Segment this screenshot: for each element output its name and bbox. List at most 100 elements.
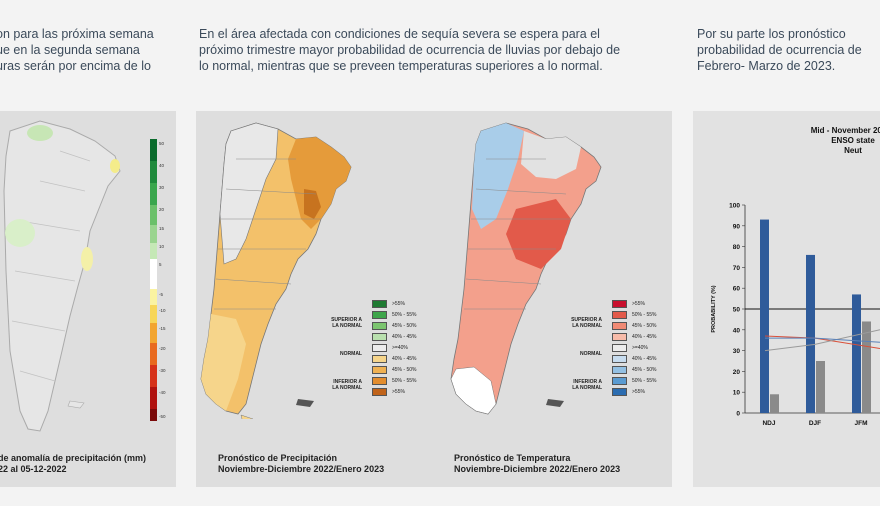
text-line: uras serán por encima de lo [0,59,151,73]
temp-caption: Pronóstico de Temperatura Noviembre-Dici… [454,453,620,475]
enso-title-line: Mid - November 2022 I [810,126,880,135]
scale-label: -5 [159,292,163,297]
precip-legend-group-normal: NORMAL [296,351,362,357]
caption-line: 22 al 05-12-2022 [0,464,67,474]
bar [862,321,871,413]
bar [816,361,825,413]
legend-swatch [612,311,627,319]
legend-swatch [612,388,627,396]
scale-label: 40 [159,163,165,168]
text-line: En el área afectada con condiciones de s… [199,27,600,41]
legend-label: 45% - 50% [392,367,417,373]
climatology-line [765,337,880,343]
enso-title: Mid - November 2022 I ENSO state Neut [753,126,880,156]
legend-swatch [372,322,387,330]
scale-label: 15 [159,226,165,231]
temp-legend-group-below: INFERIOR A LA NORMAL [536,379,602,391]
text-line: Febrero- Marzo de 2023. [697,59,836,73]
y-tick-label: 70 [733,265,741,272]
legend-swatch [612,344,627,352]
legend-group-line: SUPERIOR A [571,317,602,323]
legend-label: >=40% [632,345,648,351]
text-line: on para las próxima semana [0,27,154,41]
legend-label: 50% - 55% [392,378,417,384]
intro-text-right: Por su parte los pronóstico probabilidad… [697,26,880,74]
legend-group-line: SUPERIOR A [331,317,362,323]
y-tick-label: 10 [733,390,741,397]
legend-label: 45% - 50% [632,323,657,329]
y-tick-label: 0 [736,411,740,418]
scale-label: 30 [159,185,165,190]
scale-label: -10 [159,308,166,313]
y-axis-label: PROBABILITY (%) [711,285,717,332]
legend-swatch [612,377,627,385]
scale-label: 10 [159,244,165,249]
legend-label: 45% - 50% [632,367,657,373]
bar [852,294,861,413]
scale-label: 20 [159,207,165,212]
enso-title-line: ENSO state [831,136,875,145]
scale-label: -50 [159,414,166,419]
legend-swatch [372,366,387,374]
legend-label: 50% - 55% [392,312,417,318]
legend-label: >=40% [392,345,408,351]
caption-line: Noviembre-Diciembre 2022/Enero 2023 [454,464,621,474]
legend-label: 50% - 55% [632,312,657,318]
legend-swatch [612,333,627,341]
bar [806,254,815,413]
intro-text-center: En el área afectada con condiciones de s… [199,26,669,74]
y-tick-label: 80 [733,244,741,251]
precipitation-anomaly-panel: 50 40 30 20 15 10 5 -5 -10 -15 -20 -30 -40 -50 de ano… [0,111,176,487]
legend-swatch [372,377,387,385]
y-tick-label: 40 [733,327,741,334]
y-tick-label: 60 [733,286,741,293]
legend-label: 40% - 45% [632,356,657,362]
temperature-forecast-map [450,122,602,415]
legend-label: 40% - 45% [392,334,417,340]
precipitation-forecast-map [200,122,352,419]
y-tick-label: 100 [729,203,740,210]
legend-label: 40% - 45% [392,356,417,362]
y-tick-label: 20 [733,369,741,376]
legend-label: 45% - 50% [392,323,417,329]
scale-label: 5 [159,262,162,267]
legend-label: >55% [392,389,405,395]
legend-swatch [612,355,627,363]
scale-label: -20 [159,346,166,351]
precip-legend-group-below: INFERIOR A LA NORMAL [296,379,362,391]
legend-group-line: NORMAL [340,351,362,357]
legend-swatch [372,300,387,308]
scale-label: -15 [159,326,166,331]
caption-line: Noviembre-Diciembre 2022/Enero 2023 [218,464,385,474]
scale-label: -30 [159,368,166,373]
precip-caption: Pronóstico de Precipitación Noviembre-Di… [218,453,384,475]
text-line: lo normal, mientras que se preveen tempe… [199,59,603,73]
legend-swatch [372,388,387,396]
legend-group-line: LA NORMAL [572,385,602,391]
legend-swatch [372,333,387,341]
precip-legend-group-above: SUPERIOR A LA NORMAL [296,317,362,329]
temp-legend-group-normal: NORMAL [536,351,602,357]
bar [770,394,779,413]
x-tick-label: DJF [809,420,821,427]
legend-label: 40% - 45% [632,334,657,340]
text-line: probabilidad de ocurrencia de [697,43,862,57]
anomaly-map [3,120,121,432]
y-tick-label: 50 [733,307,741,314]
legend-group-line: INFERIOR A [573,379,602,385]
bar [760,219,769,413]
enso-probability-chart: 0 10 20 30 40 50 60 70 80 90 100 PROBABILITY (%) NDJ… [711,203,880,427]
scale-label: 50 [159,141,165,146]
enso-title-line: Neut [844,146,862,155]
anomaly-caption: de anomalía de precipitación (mm) 22 al … [0,453,146,475]
text-line: Por su parte los pronóstico [697,27,846,41]
forecast-panel: SUPERIOR A LA NORMAL NORMAL INFERIOR A L… [196,111,672,487]
caption-line: Pronóstico de Temperatura [454,453,571,463]
legend-group-line: INFERIOR A [333,379,362,385]
legend-swatch [612,366,627,374]
legend-label: 50% - 55% [632,378,657,384]
legend-group-line: LA NORMAL [572,323,602,329]
text-line: próximo trimestre mayor probabilidad de … [199,43,621,57]
legend-label: >55% [392,301,405,307]
legend-group-line: LA NORMAL [332,323,362,329]
